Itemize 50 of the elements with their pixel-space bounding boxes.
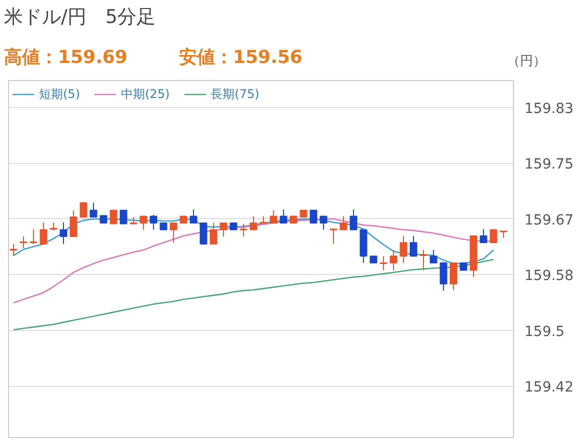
candlestick <box>70 210 78 238</box>
line-series <box>12 258 494 330</box>
chart-title: 米ドル/円 5分足 <box>4 5 156 30</box>
candlestick <box>120 210 128 224</box>
candlestick <box>490 229 498 244</box>
candlestick <box>420 250 428 271</box>
candlestick <box>250 216 258 230</box>
candlestick <box>110 210 118 224</box>
candlestick <box>380 256 388 271</box>
y-tick-label: 159.67 <box>524 212 574 228</box>
candlestick <box>60 222 68 244</box>
candlestick <box>410 235 418 257</box>
candlestick <box>170 222 178 244</box>
candlestick <box>200 222 208 244</box>
y-tick-label: 159.5 <box>524 324 565 340</box>
candlestick <box>340 216 348 230</box>
candlestick <box>320 216 328 230</box>
candlestick <box>20 236 28 249</box>
candlestick <box>430 250 438 264</box>
y-tick-label: 159.58 <box>524 268 574 284</box>
candlestick <box>80 202 88 218</box>
candlestick <box>280 209 288 224</box>
candlestick <box>390 250 398 271</box>
legend-label: 短期(5) <box>39 86 80 102</box>
candlestick <box>350 209 358 230</box>
candlestick <box>330 228 338 244</box>
text: 高値：159.69 <box>4 46 128 70</box>
candlestick <box>140 216 148 230</box>
candlestick <box>310 210 318 224</box>
legend-label: 長期(75) <box>210 86 260 102</box>
legend-label: 中期(25) <box>121 86 170 102</box>
y-tick-label: 159.83 <box>524 101 574 118</box>
candlestick <box>10 243 18 257</box>
candlestick <box>90 202 98 218</box>
y-tick-label: 159.75 <box>524 156 574 173</box>
candlestick <box>190 209 198 224</box>
candlestick <box>30 228 38 244</box>
candlestick <box>220 222 228 238</box>
text: 安値：159.56 <box>179 46 304 70</box>
candlestick <box>240 223 248 238</box>
candlestick <box>40 222 48 244</box>
candlestick <box>400 235 408 264</box>
candlestick <box>270 210 278 224</box>
y-tick-label: 159.42 <box>524 380 574 396</box>
candlestick <box>440 262 448 292</box>
candlestick <box>480 228 488 244</box>
y-axis-title: （円） <box>507 52 546 71</box>
candlestick <box>210 222 218 244</box>
candlestick <box>450 262 458 290</box>
candlestick <box>150 214 158 230</box>
